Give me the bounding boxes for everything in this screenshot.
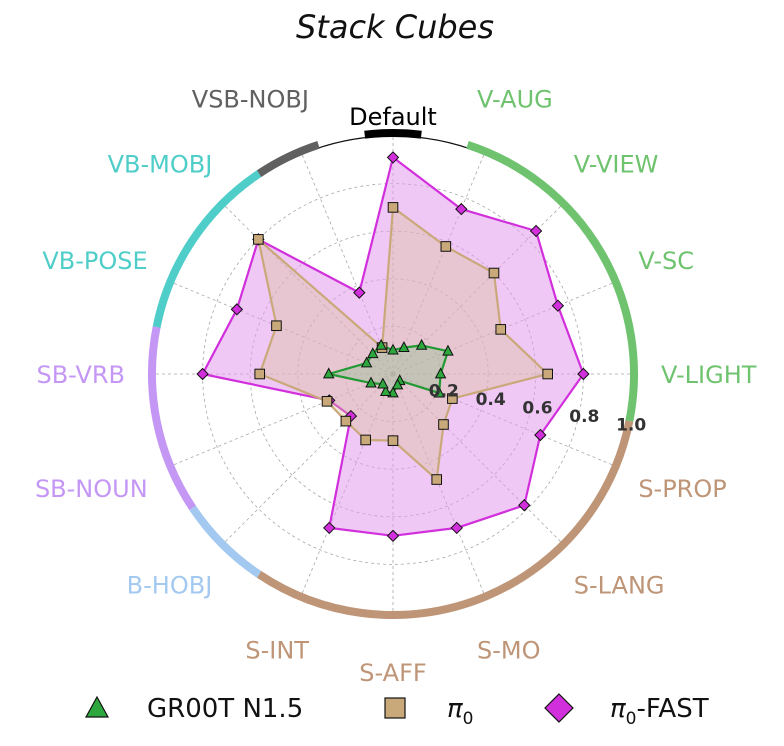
data-point [230,303,244,316]
data-point [321,396,333,407]
data-point [196,367,209,381]
chart-title: Stack Cubes [296,8,494,46]
data-point [353,286,366,299]
data-point [375,338,387,350]
legend-label: π0-FAST [610,694,709,729]
data-point [379,385,392,396]
category-label: S-PROP [638,475,726,503]
data-point [387,202,399,213]
data-point [387,435,399,446]
group-arc-b [189,505,262,578]
category-label: SB-VRB [36,361,125,389]
legend-marker [84,695,110,718]
data-point [450,521,463,535]
data-point [434,367,447,379]
category-label: B-HOBJ [127,572,213,600]
data-point [518,499,531,512]
series-area-2 [328,345,448,394]
data-point [254,368,266,380]
category-label: V-LIGHT [661,361,757,389]
data-point [551,299,565,312]
data-point [433,386,445,398]
grid-spoke [392,373,614,466]
category-label: S-INT [245,636,309,664]
category-label: Default [349,103,437,131]
grid-spoke [224,373,394,543]
grid-spoke [392,373,562,543]
data-point [386,529,400,543]
grid-spoke [172,282,394,375]
data-point [253,234,264,245]
tick-label: 0.6 [522,399,552,419]
grid-spoke [392,373,485,595]
legend-label: GR00T N1.5 [147,694,303,724]
tick-label: 1.0 [616,416,646,436]
data-point [495,324,507,335]
data-point [387,343,399,355]
grid-spoke [392,153,485,375]
group-arc-v [466,140,638,422]
grid-spoke [392,282,614,375]
data-point [529,224,543,238]
grid-spoke [301,153,394,375]
data-point [271,320,282,332]
category-label: S-MO [477,636,541,664]
category-label: S-AFF [359,659,426,687]
data-point [360,356,373,368]
legend-marker [384,697,406,719]
data-point [360,434,371,446]
grid-spoke [172,373,394,466]
category-label: SB-NOUN [35,475,148,503]
data-point [365,376,377,388]
data-point [442,344,454,356]
data-point [455,202,468,216]
category-label: VB-POSE [42,247,147,275]
grid-spoke [301,373,394,595]
data-point [431,474,443,485]
data-point [340,415,352,427]
data-point [438,419,449,430]
legend-marker [544,693,574,723]
category-label: V-AUG [477,86,553,114]
legend-label: π0 [447,694,473,729]
data-point [398,341,410,352]
data-point [391,378,404,390]
data-point [323,521,336,535]
data-point [386,151,400,164]
data-point [542,368,554,380]
category-label: S-LANG [574,572,665,600]
data-point [577,367,590,381]
group-arc-vb [152,170,262,328]
data-point [322,367,335,379]
tick-label: 0.8 [569,407,599,427]
data-point [440,241,452,252]
data-point [534,428,547,442]
tick-label: 0.4 [476,390,506,410]
data-point [447,393,458,404]
category-label: VSB-NOBJ [192,86,309,114]
data-point [377,377,389,389]
category-label: VB-MOBJ [108,150,213,178]
group-arc-sb [148,326,196,511]
group-arc-vsb [256,140,320,177]
category-label: V-VIEW [574,150,659,178]
category-label: V-SC [638,247,694,275]
grid-spoke [224,205,394,375]
group-arc-default [364,129,422,139]
data-point [367,347,379,359]
data-point [488,267,500,279]
group-arc-s [256,420,634,619]
data-point [415,338,428,350]
tick-label: 0.2 [429,382,459,402]
